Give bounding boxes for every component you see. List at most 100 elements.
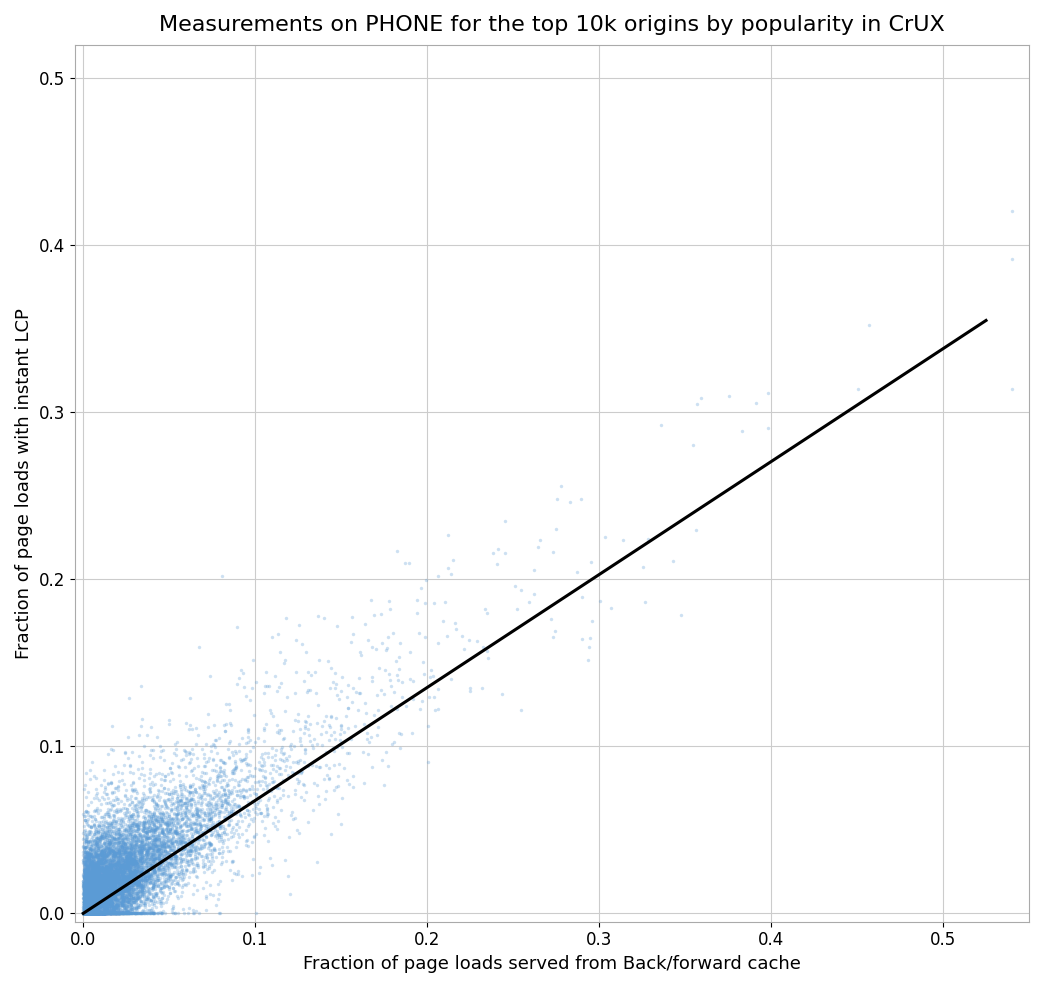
Point xyxy=(99,834,116,850)
Point xyxy=(192,821,209,837)
Point xyxy=(134,865,150,881)
Point xyxy=(78,905,95,921)
Point xyxy=(84,905,100,921)
Point xyxy=(137,833,153,849)
Point xyxy=(100,823,117,839)
Point xyxy=(82,905,99,921)
Point xyxy=(89,905,105,921)
Point xyxy=(77,890,94,906)
Point xyxy=(82,841,99,857)
Point xyxy=(125,852,142,867)
Point xyxy=(88,876,104,892)
Point xyxy=(87,897,103,913)
Point xyxy=(77,885,94,901)
Point xyxy=(87,901,103,917)
Point xyxy=(93,870,110,886)
Point xyxy=(121,862,138,877)
Point xyxy=(79,905,96,921)
Point xyxy=(136,738,152,754)
Point xyxy=(75,874,92,890)
Point xyxy=(311,652,328,668)
Point xyxy=(82,864,99,880)
Point xyxy=(84,855,100,870)
Point xyxy=(112,877,128,893)
Point xyxy=(132,827,148,843)
Point xyxy=(204,789,220,805)
Point xyxy=(75,897,92,913)
Point xyxy=(189,812,206,828)
Point xyxy=(75,905,92,921)
Point xyxy=(106,885,123,901)
Point xyxy=(106,852,123,867)
Point xyxy=(157,842,173,858)
Point xyxy=(90,858,106,873)
Point xyxy=(82,899,99,915)
Point xyxy=(222,701,239,717)
Point xyxy=(100,889,117,905)
Point xyxy=(86,905,102,921)
Point xyxy=(80,905,97,921)
Point xyxy=(99,884,116,900)
Point xyxy=(98,883,115,899)
Point xyxy=(327,779,343,794)
Point xyxy=(176,859,193,874)
Point xyxy=(99,894,116,910)
Point xyxy=(92,905,109,921)
Point xyxy=(129,877,146,893)
Point xyxy=(84,837,100,853)
Point xyxy=(90,905,106,921)
Point xyxy=(87,904,103,920)
Point xyxy=(79,905,96,921)
Point xyxy=(116,880,133,896)
Point xyxy=(97,848,114,864)
Point xyxy=(110,836,126,852)
Point xyxy=(111,852,127,867)
Point xyxy=(106,880,123,896)
Point xyxy=(88,864,104,880)
Point xyxy=(176,794,193,810)
Point xyxy=(87,897,103,913)
Point xyxy=(99,855,116,870)
Point xyxy=(122,850,139,865)
Point xyxy=(186,797,203,813)
Point xyxy=(88,905,104,921)
Point xyxy=(159,817,175,833)
Point xyxy=(97,837,114,853)
Point xyxy=(93,826,110,842)
Point xyxy=(111,844,127,860)
Point xyxy=(108,861,124,876)
Point xyxy=(109,877,125,893)
Point xyxy=(80,870,97,886)
Point xyxy=(115,905,132,921)
Point xyxy=(77,905,94,921)
Point xyxy=(355,744,372,760)
Point xyxy=(91,872,108,888)
Point xyxy=(135,860,151,875)
Point xyxy=(81,903,98,919)
Point xyxy=(111,885,127,901)
Point xyxy=(148,855,165,870)
Point xyxy=(78,859,95,874)
Point xyxy=(150,851,167,866)
Point xyxy=(145,844,162,860)
Point xyxy=(116,854,133,869)
Point xyxy=(124,869,141,885)
Point xyxy=(210,789,227,805)
Point xyxy=(124,864,141,880)
Point xyxy=(163,788,180,804)
Point xyxy=(102,820,119,836)
Point xyxy=(216,809,233,825)
Point xyxy=(143,892,160,908)
Point xyxy=(76,878,93,894)
Point xyxy=(119,877,136,893)
Point xyxy=(175,742,192,758)
Point xyxy=(121,881,138,897)
Point xyxy=(106,856,123,871)
Point xyxy=(144,879,161,895)
Point xyxy=(182,779,198,794)
Point xyxy=(104,866,121,882)
Point xyxy=(108,863,124,878)
Point xyxy=(206,863,222,878)
Point xyxy=(95,868,112,884)
Point xyxy=(76,890,93,906)
